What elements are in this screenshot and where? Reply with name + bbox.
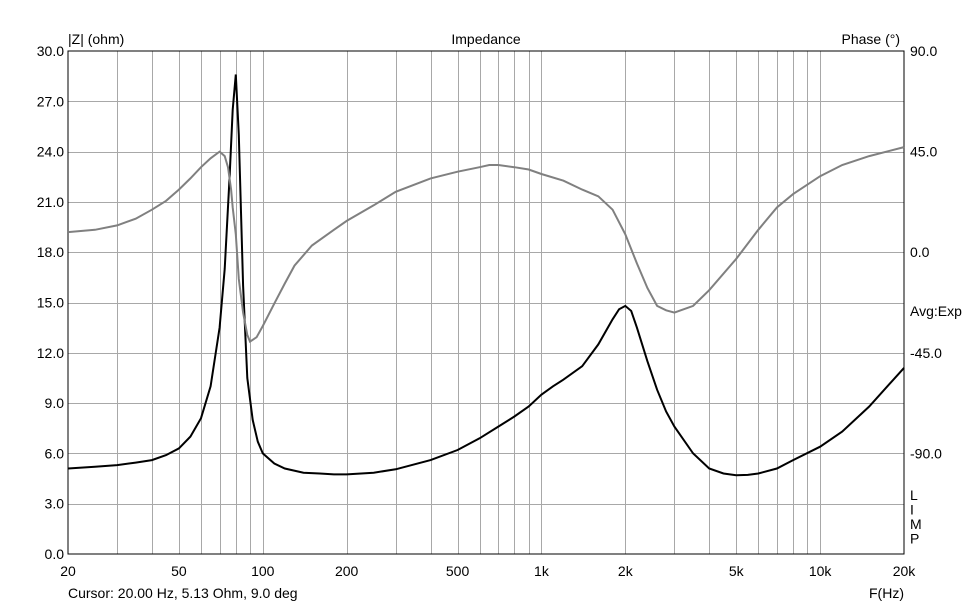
x-tick-label: 20k bbox=[893, 563, 917, 579]
x-axis-label: F(Hz) bbox=[869, 585, 904, 601]
y-left-tick-label: 15.0 bbox=[37, 295, 64, 311]
y-right-tick-label: -90.0 bbox=[910, 445, 942, 461]
y-right-tick-label: 45.0 bbox=[910, 144, 937, 160]
x-tick-label: 100 bbox=[251, 563, 275, 579]
y-left-tick-label: 30.0 bbox=[37, 43, 64, 59]
side-letter: I bbox=[910, 502, 914, 518]
x-tick-label: 1k bbox=[534, 563, 550, 579]
impedance-curve bbox=[67, 74, 905, 477]
phase-curve bbox=[67, 146, 905, 344]
series-layer bbox=[67, 74, 905, 477]
x-tick-label: 20 bbox=[60, 563, 76, 579]
x-tick-label: 50 bbox=[171, 563, 187, 579]
x-tick-label: 500 bbox=[446, 563, 470, 579]
side-letter: P bbox=[910, 531, 919, 547]
y-right-tick-label: 90.0 bbox=[910, 43, 937, 59]
y-left-tick-label: 24.0 bbox=[37, 144, 64, 160]
x-tick-label: 10k bbox=[809, 563, 833, 579]
y-right-axis-label: Phase (°) bbox=[841, 31, 900, 47]
y-left-tick-label: 9.0 bbox=[45, 395, 65, 411]
y-left-tick-label: 0.0 bbox=[45, 546, 65, 562]
x-tick-label: 200 bbox=[335, 563, 359, 579]
y-left-tick-label: 12.0 bbox=[37, 345, 64, 361]
y-right-tick-label: -45.0 bbox=[910, 345, 942, 361]
y-left-axis-label: |Z| (ohm) bbox=[68, 31, 124, 47]
x-tick-label: 5k bbox=[729, 563, 745, 579]
side-letter: L bbox=[910, 487, 918, 503]
x-tick-label: 2k bbox=[618, 563, 634, 579]
avg-annotation: Avg:Exp bbox=[910, 303, 962, 319]
side-letter: M bbox=[910, 516, 922, 532]
y-left-tick-label: 6.0 bbox=[45, 445, 65, 461]
y-left-tick-label: 27.0 bbox=[37, 93, 64, 109]
y-right-tick-label: 0.0 bbox=[910, 244, 930, 260]
plot-frame bbox=[67, 50, 905, 555]
y-left-tick-label: 21.0 bbox=[37, 194, 64, 210]
labels-layer: |Z| (ohm) Impedance Phase (°) F(Hz) Curs… bbox=[37, 31, 962, 601]
y-left-tick-label: 18.0 bbox=[37, 244, 64, 260]
chart-title: Impedance bbox=[451, 31, 520, 47]
grid bbox=[68, 51, 904, 554]
y-left-tick-label: 3.0 bbox=[45, 496, 65, 512]
cursor-readout: Cursor: 20.00 Hz, 5.13 Ohm, 9.0 deg bbox=[68, 585, 298, 601]
